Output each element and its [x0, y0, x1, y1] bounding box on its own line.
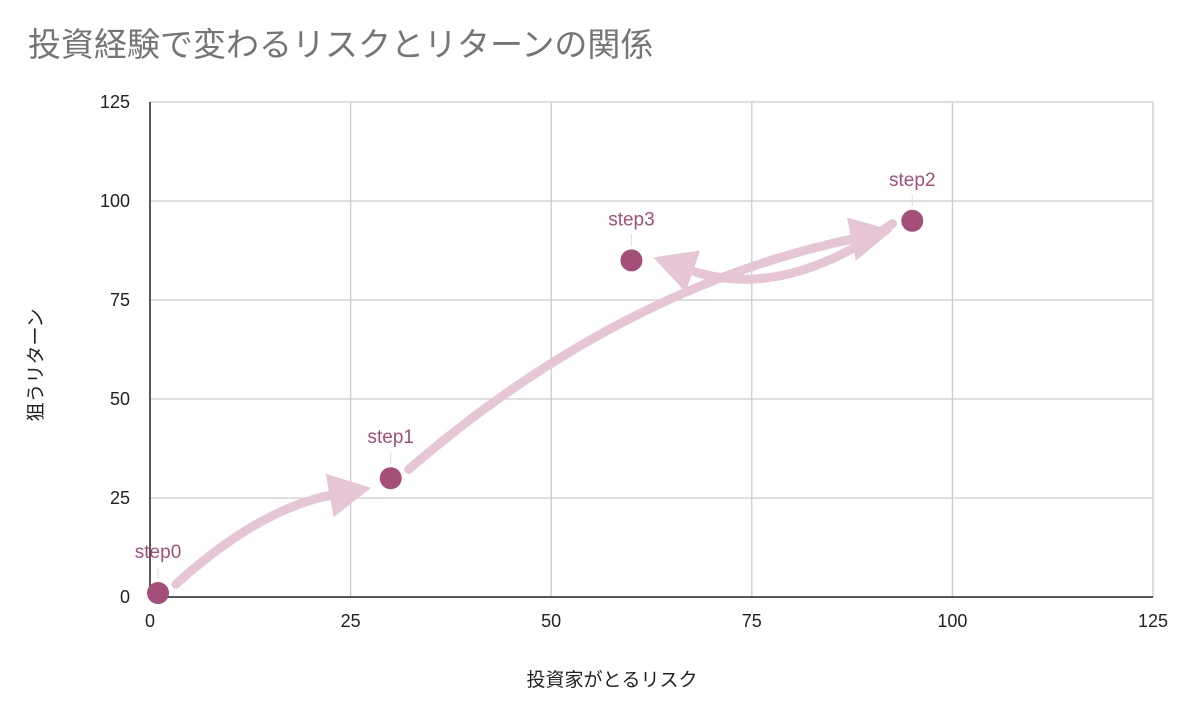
y-tick-label-0: 0 — [120, 587, 130, 607]
data-point-step1 — [379, 467, 402, 490]
arrow-step1-to-step2 — [404, 217, 893, 474]
arrow-shaft — [684, 219, 897, 284]
arrow-shaft — [171, 490, 339, 589]
arrow-step2-to-step3 — [653, 219, 897, 292]
arrow-shaft — [404, 233, 860, 474]
y-tick-label-75: 75 — [110, 290, 130, 310]
data-point-step0 — [147, 582, 170, 605]
x-tick-label-75: 75 — [742, 611, 762, 631]
data-label-step1: step1 — [367, 427, 413, 448]
x-axis-label: 投資家がとるリスク — [526, 669, 697, 691]
x-tick-label-100: 100 — [937, 611, 967, 631]
points — [147, 209, 924, 605]
data-label-step3: step3 — [608, 209, 654, 230]
arrows — [171, 217, 897, 589]
y-tick-label-50: 50 — [110, 389, 130, 409]
y-axis-label: 狙うリターン — [25, 308, 47, 421]
data-point-step2 — [901, 209, 924, 232]
x-tick-label-25: 25 — [341, 611, 361, 631]
x-tick-label-125: 125 — [1138, 611, 1168, 631]
x-tick-label-50: 50 — [541, 611, 561, 631]
arrow-head — [653, 250, 701, 292]
arrow-step0-to-step1 — [171, 473, 371, 589]
chart-title: 投資経験で変わるリスクとリターンの関係 — [28, 25, 654, 64]
data-label-step0: step0 — [135, 542, 181, 563]
x-tick-label-0: 0 — [145, 611, 155, 631]
data-label-step2: step2 — [889, 170, 935, 191]
y-tick-label-25: 25 — [110, 488, 130, 508]
point-labels: step0 step1 step2 step3 — [135, 170, 936, 580]
y-tick-label-100: 100 — [100, 191, 130, 211]
y-tick-label-125: 125 — [100, 92, 130, 112]
tick-labels: 0 25 50 75 100 125 0 25 50 75 100 125 — [100, 92, 1168, 631]
arrow-head — [325, 473, 371, 518]
axes — [149, 102, 1153, 598]
grid — [150, 101, 1154, 597]
data-point-step3 — [620, 249, 643, 272]
